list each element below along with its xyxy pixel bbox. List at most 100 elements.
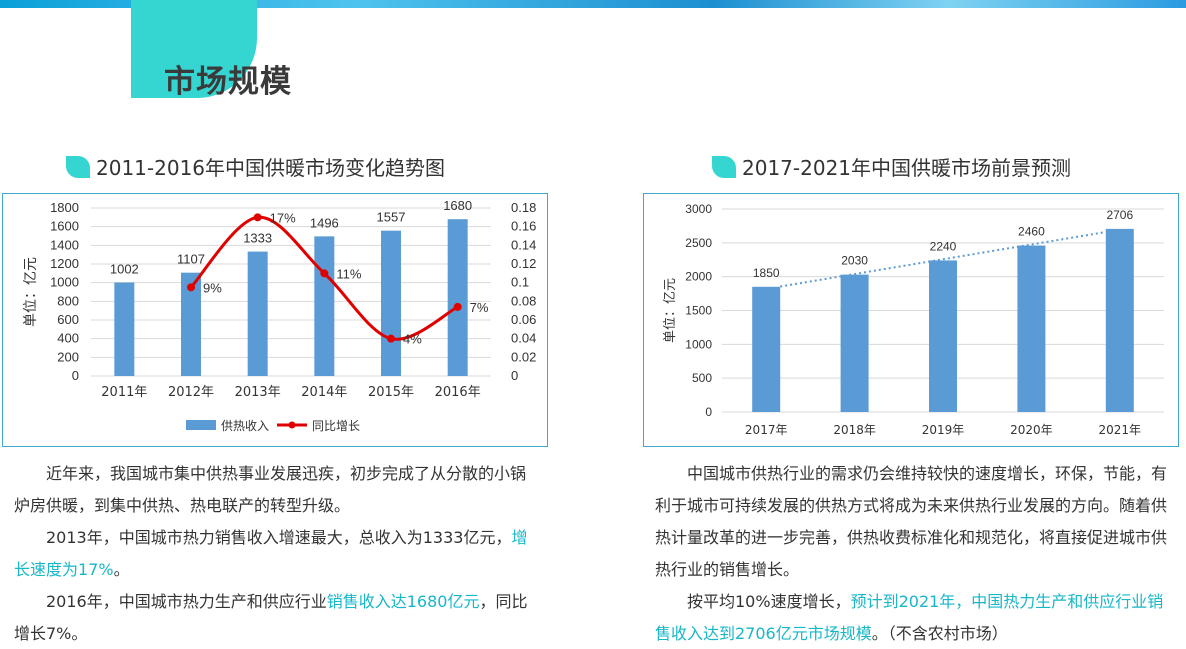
bar-value-label: 1850 — [753, 266, 780, 280]
page-title: 市场规模 — [164, 64, 292, 100]
y-axis-label: 单位：亿元 — [23, 257, 39, 327]
title-decoration — [131, 0, 257, 98]
y-tick-label: 1400 — [50, 237, 79, 252]
bar — [752, 286, 781, 412]
y-tick-label: 1800 — [50, 200, 79, 215]
y-tick-label: 600 — [57, 312, 79, 327]
bar — [840, 274, 869, 412]
y2-tick-label: 0 — [511, 368, 518, 383]
growth-point — [320, 269, 329, 278]
legend-bar-label: 供热收入 — [221, 419, 269, 433]
x-tick-label: 2011年 — [101, 385, 147, 400]
growth-label: 11% — [336, 266, 361, 281]
right-chart: 0 500 1000 1500 2000 2500 3000 单位：亿元 1850 2030 224… — [643, 193, 1179, 447]
bar-value-label: 1107 — [177, 252, 205, 267]
y2-tick-label: 0.1 — [511, 275, 529, 290]
left-p3-highlight: 销售收入达1680亿元 — [326, 592, 480, 611]
right-chart-svg: 0 500 1000 1500 2000 2500 3000 单位：亿元 1850 2030 224… — [663, 202, 1164, 437]
y-tick-label: 1600 — [50, 219, 79, 234]
left-paragraph-2: 2013年，中国城市热力销售收入增速最大，总收入为1333亿元，增长速度为17%… — [14, 522, 534, 586]
y-tick-label: 0 — [705, 405, 712, 419]
left-p2-highlight: 增长速度为17% — [14, 528, 528, 579]
bar — [114, 282, 135, 376]
left-chart: 0 200 400 600 800 1000 1200 1400 1600 1800 0 0.02 0.… — [2, 193, 548, 447]
trendline — [780, 231, 1106, 288]
leaf-icon — [66, 155, 90, 178]
bar-value-label: 1557 — [377, 210, 406, 225]
y2-tick-label: 0.02 — [511, 349, 536, 364]
bar-value-label: 1496 — [310, 215, 339, 230]
right-paragraph-1: 中国城市供热行业的需求仍会维持较快的速度增长，环保，节能，有利于城市可持续发展的… — [655, 464, 1168, 579]
left-p2-tail: 。 — [113, 560, 130, 579]
y2-tick-label: 0.12 — [511, 256, 536, 271]
left-paragraph-1: 近年来，我国城市集中供热事业发展迅疾，初步完成了从分散的小锅炉房供暖，到集中供热… — [14, 464, 527, 515]
right-chart-heading-text: 2017-2021年中国供暖市场前景预测 — [742, 156, 1072, 180]
growth-label: 4% — [403, 332, 422, 347]
growth-point — [187, 283, 195, 292]
x-tick-label: 2014年 — [301, 385, 347, 400]
x-tick-label: 2012年 — [168, 385, 214, 400]
legend-line-marker — [288, 421, 296, 429]
bar — [314, 236, 335, 376]
left-p3-text: 2016年，中国城市热力生产和供应行业 — [46, 592, 327, 611]
bar — [1017, 245, 1046, 412]
y-tick-label: 2500 — [685, 236, 712, 250]
y2-tick-label: 0.04 — [511, 331, 536, 346]
bar-value-label: 1002 — [110, 261, 139, 276]
leaf-icon — [712, 155, 736, 178]
bar — [929, 260, 957, 412]
y-tick-label: 800 — [57, 293, 79, 308]
y-tick-label: 500 — [692, 371, 712, 385]
bar-value-label: 1333 — [243, 231, 272, 246]
x-tick-label: 2019年 — [922, 423, 965, 437]
left-chart-heading-text: 2011-2016年中国供暖市场变化趋势图 — [96, 156, 446, 180]
bar-value-label: 2240 — [930, 239, 957, 253]
legend-bar-swatch — [186, 420, 216, 430]
y-tick-label: 400 — [57, 331, 79, 346]
left-p3-tail: ，同比增长7%。 — [14, 592, 528, 643]
x-tick-label: 2015年 — [368, 385, 414, 400]
left-p2-text: 2013年，中国城市热力销售收入增速最大，总收入为1333亿元， — [46, 528, 512, 547]
y-tick-label: 1200 — [50, 256, 79, 271]
left-chart-heading: 2011-2016年中国供暖市场变化趋势图 — [66, 152, 445, 181]
growth-label: 17% — [270, 210, 296, 225]
right-p2-highlight: 预计到2021年，中国热力生产和供应行业销售收入达到2706亿元市场规模 — [655, 592, 1164, 643]
y-tick-label: 200 — [57, 349, 79, 364]
right-p2-tail: 。（不含农村市场） — [871, 624, 1008, 643]
x-tick-label: 2020年 — [1010, 423, 1053, 437]
right-paragraph-2: 按平均10%速度增长，预计到2021年，中国热力生产和供应行业销售收入达到270… — [655, 586, 1167, 649]
x-tick-label: 2017年 — [745, 423, 788, 437]
y2-tick-label: 0.14 — [511, 237, 536, 252]
bar-value-label: 2030 — [841, 254, 868, 268]
y-tick-label: 3000 — [685, 202, 712, 216]
left-paragraph-3: 2016年，中国城市热力生产和供应行业销售收入达1680亿元，同比增长7%。 — [14, 586, 534, 649]
legend-line-label: 同比增长 — [312, 419, 360, 433]
y2-tick-label: 0.18 — [511, 200, 536, 215]
growth-point — [387, 334, 395, 343]
y-axis-label: 单位：亿元 — [663, 278, 678, 343]
x-tick-label: 2021年 — [1099, 423, 1142, 437]
left-chart-svg: 0 200 400 600 800 1000 1200 1400 1600 1800 0 0.02 0.… — [23, 198, 536, 433]
bar-value-label: 1680 — [443, 198, 472, 213]
bar — [181, 272, 201, 376]
y-tick-label: 1000 — [685, 337, 712, 351]
y-tick-label: 1000 — [50, 275, 79, 290]
growth-label: 7% — [470, 300, 489, 315]
y2-tick-label: 0.08 — [511, 293, 536, 308]
growth-label: 9% — [203, 280, 222, 295]
bar — [1105, 228, 1134, 412]
top-banner — [0, 0, 1186, 8]
y2-tick-label: 0.16 — [511, 219, 536, 234]
bar — [247, 251, 268, 376]
bar — [381, 230, 401, 376]
right-p2-text: 按平均10%速度增长， — [687, 592, 851, 611]
x-tick-label: 2013年 — [235, 385, 281, 400]
x-tick-label: 2016年 — [435, 385, 481, 400]
bar — [447, 219, 468, 376]
bar-value-label: 2460 — [1018, 225, 1045, 239]
right-description: 中国城市供热行业的需求仍会维持较快的速度增长，环保，节能，有利于城市可持续发展的… — [655, 458, 1167, 649]
y-tick-label: 2000 — [685, 270, 712, 284]
right-chart-heading: 2017-2021年中国供暖市场前景预测 — [712, 152, 1071, 181]
y-tick-label: 0 — [72, 368, 79, 383]
left-description: 近年来，我国城市集中供热事业发展迅疾，初步完成了从分散的小锅炉房供暖，到集中供热… — [14, 458, 534, 649]
